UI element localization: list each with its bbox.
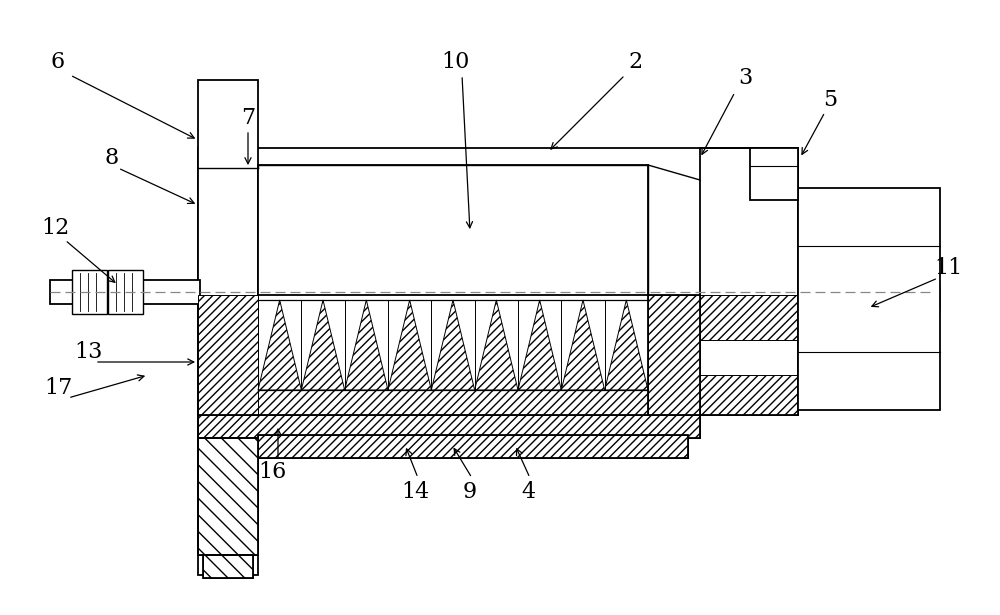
Polygon shape — [198, 415, 700, 438]
Polygon shape — [198, 438, 258, 555]
Bar — [198, 415, 700, 438]
Bar — [258, 165, 648, 295]
Polygon shape — [700, 375, 798, 415]
Polygon shape — [258, 390, 648, 415]
Text: 5: 5 — [823, 89, 837, 111]
Text: 3: 3 — [738, 67, 752, 89]
Polygon shape — [345, 300, 388, 390]
Text: 2: 2 — [628, 51, 642, 73]
Bar — [258, 435, 688, 458]
Polygon shape — [561, 300, 605, 390]
Bar — [72, 270, 107, 314]
Bar — [50, 280, 200, 304]
Text: 4: 4 — [521, 481, 535, 503]
Polygon shape — [258, 300, 301, 390]
Bar — [750, 148, 798, 200]
Text: 8: 8 — [105, 147, 119, 169]
Polygon shape — [475, 300, 518, 390]
Text: 13: 13 — [74, 341, 102, 363]
Polygon shape — [431, 300, 475, 390]
Polygon shape — [700, 295, 798, 340]
Polygon shape — [258, 435, 688, 458]
Text: 11: 11 — [934, 257, 962, 279]
Bar — [198, 438, 258, 555]
Polygon shape — [388, 300, 431, 390]
Polygon shape — [198, 295, 258, 415]
Text: 12: 12 — [41, 217, 69, 239]
Text: 14: 14 — [401, 481, 429, 503]
Bar — [700, 148, 798, 415]
Bar — [203, 555, 253, 578]
Bar — [198, 148, 798, 415]
Text: 7: 7 — [241, 107, 255, 129]
Text: 17: 17 — [44, 377, 72, 399]
Polygon shape — [518, 300, 561, 390]
Polygon shape — [648, 295, 700, 415]
Polygon shape — [203, 555, 253, 578]
Text: 16: 16 — [258, 461, 286, 483]
Polygon shape — [301, 300, 345, 390]
Polygon shape — [605, 300, 648, 390]
Bar — [198, 80, 258, 575]
Bar — [798, 188, 940, 410]
Bar — [108, 270, 143, 314]
Text: 9: 9 — [463, 481, 477, 503]
Text: 10: 10 — [441, 51, 469, 73]
Text: 6: 6 — [51, 51, 65, 73]
